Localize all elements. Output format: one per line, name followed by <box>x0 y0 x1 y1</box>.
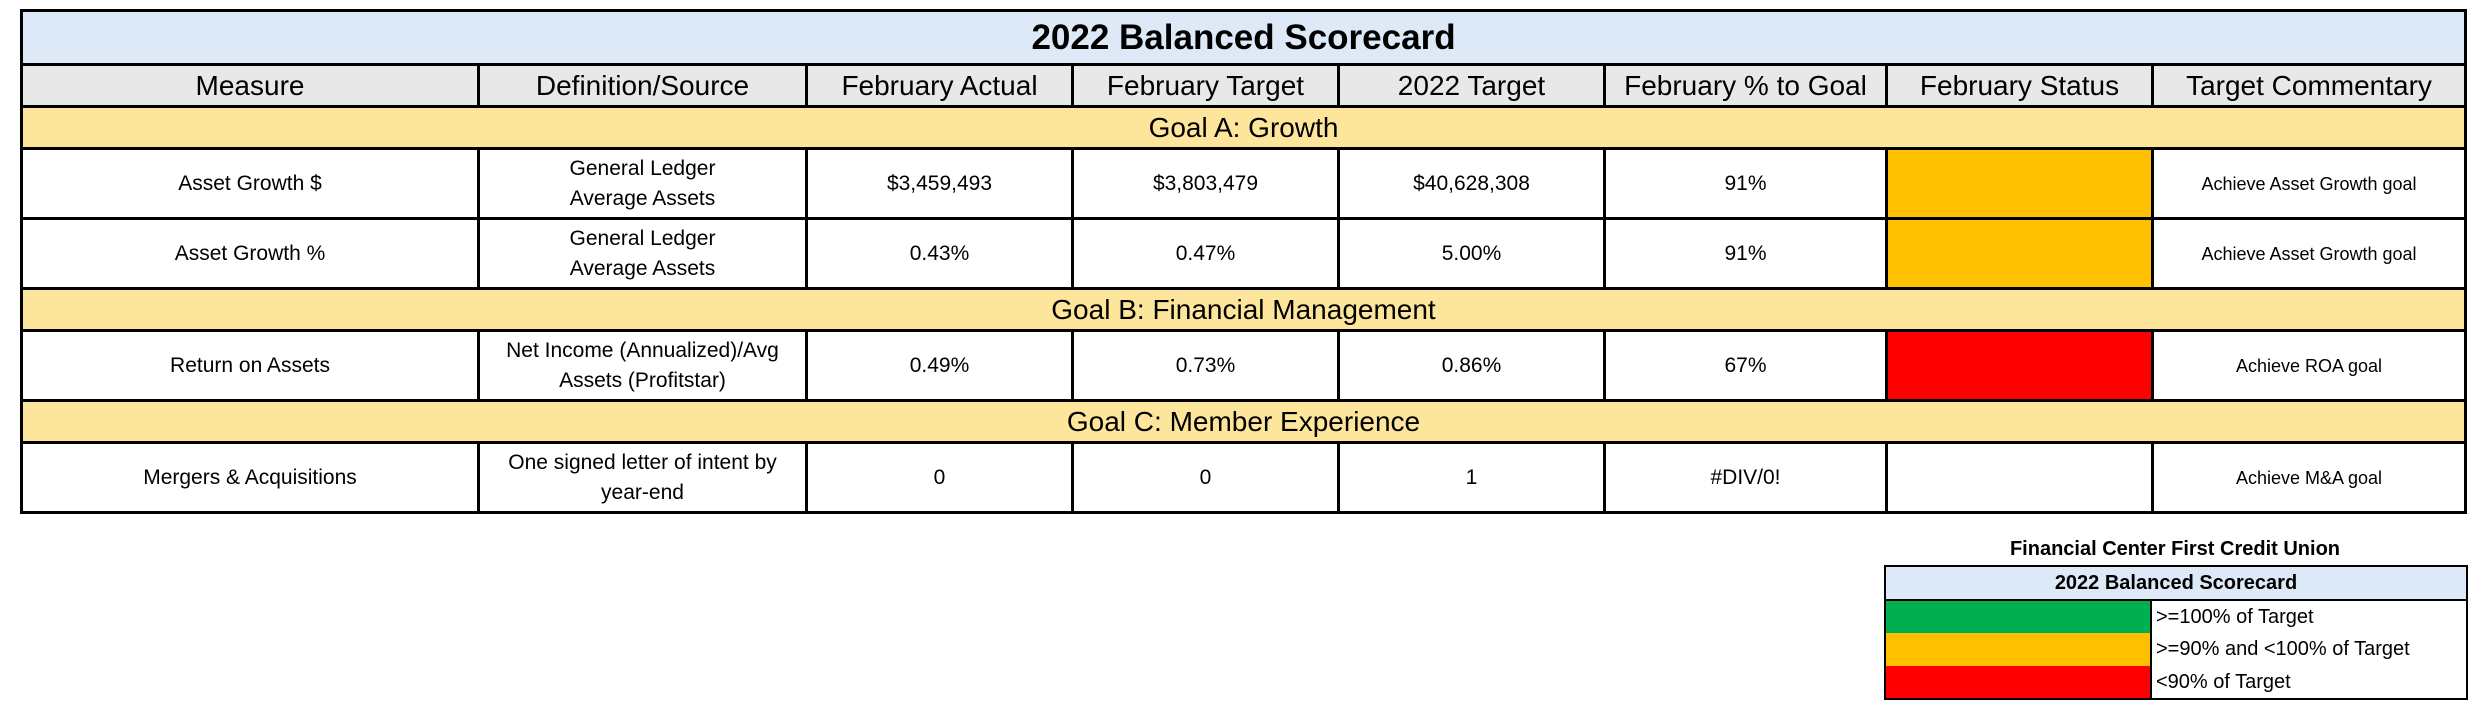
commentary-cell: Achieve Asset Growth goal <box>2150 217 2468 290</box>
definition-cell: General Ledger Average Assets <box>477 147 808 220</box>
commentary-cell: Achieve ROA goal <box>2150 329 2468 402</box>
measure-cell: Asset Growth % <box>20 217 480 290</box>
definition-line: General Ledger <box>569 226 716 250</box>
goal-row: Goal C: Member Experience <box>19 399 2468 444</box>
status-cell <box>1885 147 2154 220</box>
scorecard-title: 2022 Balanced Scorecard <box>19 9 2468 66</box>
legend-label: >=90% and <100% of Target <box>2151 633 2468 666</box>
measure-cell: Asset Growth $ <box>20 147 480 220</box>
definition-line: Average Assets <box>569 186 716 210</box>
definition-line: One signed letter of intent by <box>508 450 777 474</box>
legend-table: 2022 Balanced Scorecard >=100% of Target… <box>1884 565 2468 700</box>
pct-to-goal-cell: 91% <box>1603 217 1888 290</box>
definition-line: Net Income (Annualized)/Avg <box>506 338 779 362</box>
definition-cell: General Ledger Average Assets <box>477 217 808 290</box>
commentary-cell: Achieve Asset Growth goal <box>2150 147 2468 220</box>
february-actual-cell: 0.49% <box>805 329 1074 402</box>
goal-label: Goal B: Financial Management <box>19 287 2468 332</box>
table-row: Asset Growth $ General Ledger Average Ass… <box>20 147 2468 220</box>
legend-row: >=100% of Target <box>1884 600 2468 633</box>
commentary-cell: Achieve M&A goal <box>2150 441 2468 514</box>
annual-target-cell: 0.86% <box>1337 329 1606 402</box>
legend-label: >=100% of Target <box>2151 600 2468 633</box>
february-actual-cell: 0.43% <box>805 217 1074 290</box>
definition-line: Assets (Profitstar) <box>559 368 726 392</box>
legend-row: >=90% and <100% of Target <box>1884 633 2468 666</box>
title-row: 2022 Balanced Scorecard <box>19 9 2468 66</box>
status-cell <box>1885 329 2154 402</box>
header-february-actual: February Actual <box>805 63 1074 108</box>
status-cell <box>1885 217 2154 290</box>
definition-line: Average Assets <box>569 256 716 280</box>
legend-label: <90% of Target <box>2151 666 2468 700</box>
header-row: Measure Definition/Source February Actua… <box>20 63 2468 108</box>
annual-target-cell: 1 <box>1337 441 1606 514</box>
header-february-target: February Target <box>1071 63 1340 108</box>
legend-title-row: 2022 Balanced Scorecard <box>1884 565 2468 601</box>
header-definition: Definition/Source <box>477 63 808 108</box>
february-target-cell: 0.73% <box>1071 329 1340 402</box>
measure-cell: Return on Assets <box>20 329 480 402</box>
goal-label: Goal A: Growth <box>19 105 2468 150</box>
goal-label: Goal C: Member Experience <box>19 399 2468 444</box>
measure-cell: Mergers & Acquisitions <box>20 441 480 514</box>
pct-to-goal-cell: #DIV/0! <box>1603 441 1888 514</box>
legend-row: <90% of Target <box>1884 666 2468 700</box>
legend-title: 2022 Balanced Scorecard <box>1884 565 2468 601</box>
february-target-cell: $3,803,479 <box>1071 147 1340 220</box>
pct-to-goal-cell: 91% <box>1603 147 1888 220</box>
definition-cell: One signed letter of intent by year-end <box>477 441 808 514</box>
definition-line: General Ledger <box>569 156 716 180</box>
definition-cell: Net Income (Annualized)/Avg Assets (Profi… <box>477 329 808 402</box>
status-cell <box>1885 441 2154 514</box>
pct-to-goal-cell: 67% <box>1603 329 1888 402</box>
legend-swatch-green <box>1884 600 2152 633</box>
header-pct-to-goal: February % to Goal <box>1603 63 1888 108</box>
february-actual-cell: $3,459,493 <box>805 147 1074 220</box>
annual-target-cell: $40,628,308 <box>1337 147 1606 220</box>
february-target-cell: 0 <box>1071 441 1340 514</box>
header-measure: Measure <box>20 63 480 108</box>
table-row: Mergers & Acquisitions One signed letter… <box>20 441 2468 514</box>
table-row: Asset Growth % General Ledger Average Ass… <box>20 217 2468 290</box>
definition-line: year-end <box>601 480 684 504</box>
legend-organization: Financial Center First Credit Union <box>2009 538 2341 560</box>
goal-row: Goal B: Financial Management <box>19 287 2468 332</box>
header-february-status: February Status <box>1885 63 2154 108</box>
table-row: Return on Assets Net Income (Annualized)… <box>20 329 2468 402</box>
scorecard-table: 2022 Balanced Scorecard Measure Definiti… <box>19 9 2468 514</box>
header-2022-target: 2022 Target <box>1337 63 1606 108</box>
legend-swatch-red <box>1884 666 2152 700</box>
february-target-cell: 0.47% <box>1071 217 1340 290</box>
legend-swatch-yellow <box>1884 633 2152 666</box>
annual-target-cell: 5.00% <box>1337 217 1606 290</box>
february-actual-cell: 0 <box>805 441 1074 514</box>
goal-row: Goal A: Growth <box>19 105 2468 150</box>
header-target-commentary: Target Commentary <box>2150 63 2468 108</box>
status-legend: Financial Center First Credit Union 2022… <box>1884 533 2468 700</box>
